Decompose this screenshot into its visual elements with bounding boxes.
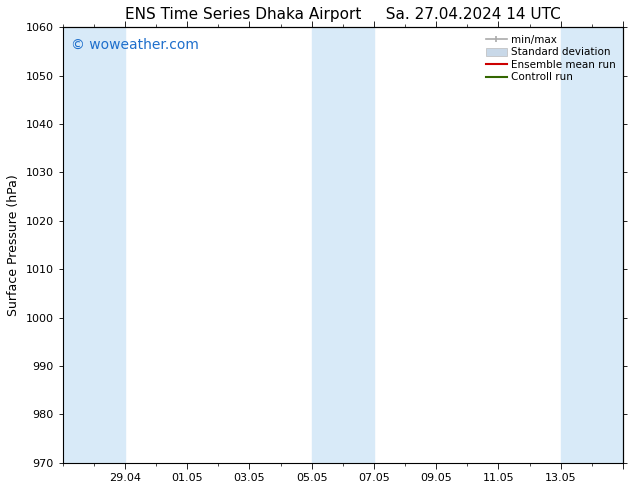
Text: © woweather.com: © woweather.com — [71, 38, 199, 52]
Bar — [63, 27, 125, 463]
Title: ENS Time Series Dhaka Airport     Sa. 27.04.2024 14 UTC: ENS Time Series Dhaka Airport Sa. 27.04.… — [125, 7, 560, 22]
Bar — [560, 27, 623, 463]
Y-axis label: Surface Pressure (hPa): Surface Pressure (hPa) — [7, 174, 20, 316]
Bar — [312, 27, 374, 463]
Legend: min/max, Standard deviation, Ensemble mean run, Controll run: min/max, Standard deviation, Ensemble me… — [484, 32, 618, 84]
